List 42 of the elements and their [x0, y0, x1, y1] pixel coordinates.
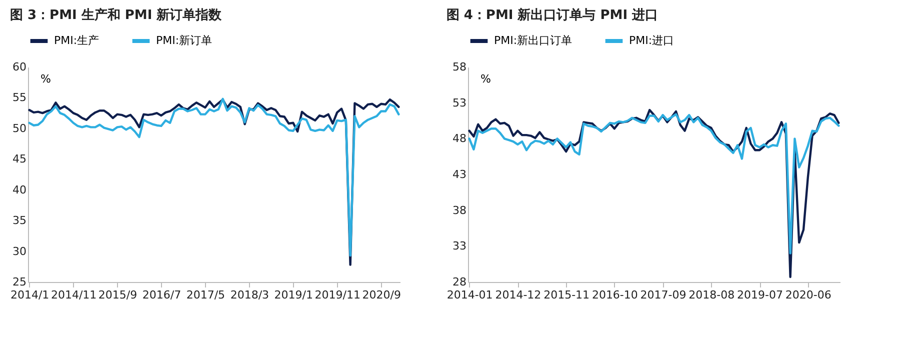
- x-tick-label: 2014-01: [446, 288, 493, 302]
- y-axis-title: %: [480, 72, 491, 86]
- y-tick-label: 40: [12, 183, 26, 196]
- x-tick-label: 2016-10: [592, 288, 638, 302]
- line-series: [468, 108, 840, 278]
- y-tick-label: 30: [12, 244, 26, 258]
- y-axis-title: %: [40, 72, 51, 86]
- y-tick-label: 53: [452, 96, 466, 110]
- y-tick-label: 33: [452, 240, 466, 253]
- x-tick-label: 2016/7: [142, 288, 182, 302]
- y-tick-label: 55: [12, 91, 26, 104]
- x-tick-label: 2017/5: [186, 288, 226, 302]
- y-tick-label: 35: [12, 214, 26, 228]
- y-tick-label: 45: [12, 152, 26, 166]
- legend-label: PMI:进口: [629, 34, 674, 47]
- y-tick-label: 60: [12, 60, 26, 74]
- x-tick-label: 2018-08: [688, 288, 735, 302]
- x-tick-label: 2017-09: [640, 288, 686, 302]
- legend-label: PMI:生产: [54, 34, 100, 47]
- x-tick-label: 2014/11: [50, 288, 97, 302]
- chart-title: 图 4：PMI 新出口订单与 PMI 进口: [446, 7, 658, 23]
- x-tick-label: 2020/9: [362, 288, 401, 302]
- y-tick-label: 58: [452, 60, 466, 74]
- y-tick-label: 50: [12, 122, 26, 135]
- x-tick-label: 2015/9: [98, 288, 138, 302]
- y-tick-label: 43: [452, 168, 466, 181]
- x-tick-label: 2018/3: [230, 288, 270, 302]
- y-tick-label: 38: [452, 204, 466, 217]
- legend-label: PMI:新订单: [156, 34, 212, 47]
- chart-title: 图 3：PMI 生产和 PMI 新订单指数: [10, 7, 223, 23]
- y-tick-label: 28: [452, 276, 466, 288]
- x-tick-label: 2019/11: [314, 288, 360, 302]
- y-tick-label: 25: [12, 276, 26, 288]
- line-series: [468, 113, 840, 254]
- legend-label: PMI:新出口订单: [494, 34, 572, 47]
- x-tick-label: 2020-06: [785, 288, 832, 302]
- x-tick-label: 2014/1: [10, 288, 50, 302]
- x-tick-label: 2019/1: [274, 288, 313, 302]
- x-tick-label: 2019-07: [737, 288, 784, 302]
- x-tick-label: 2015-11: [544, 288, 590, 302]
- x-tick-label: 2014-12: [495, 288, 542, 302]
- y-tick-label: 48: [452, 132, 466, 146]
